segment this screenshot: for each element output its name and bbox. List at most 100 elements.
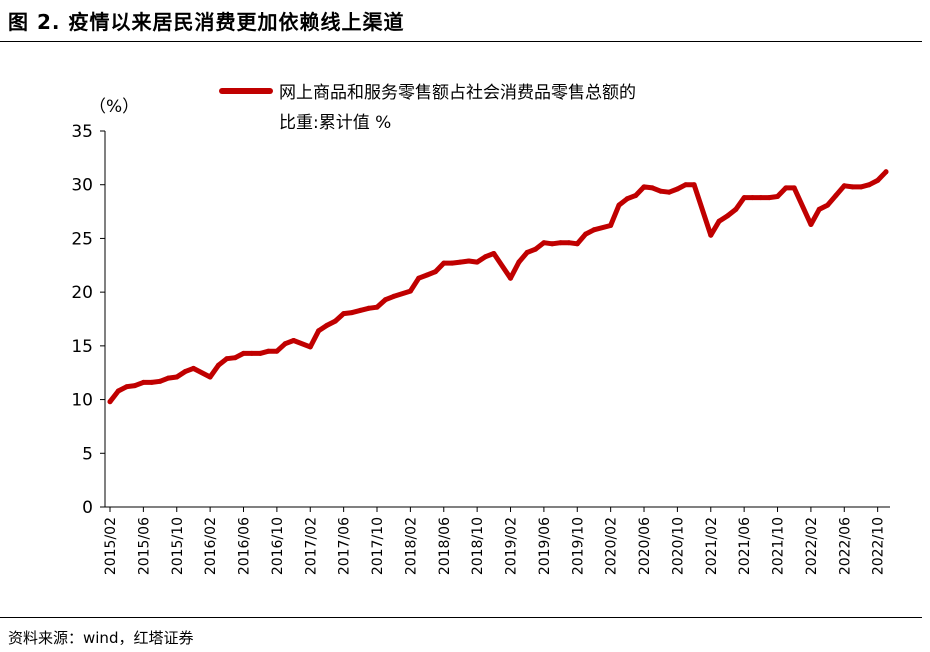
data-point bbox=[683, 182, 689, 188]
x-tick-label: 2015/02 bbox=[103, 517, 119, 575]
data-point bbox=[424, 272, 430, 278]
data-point bbox=[407, 288, 413, 294]
data-point bbox=[441, 260, 447, 266]
x-tick-label: 2017/02 bbox=[303, 517, 319, 575]
y-axis-ticks: 0 5 10 15 20 25 30 35 bbox=[71, 122, 105, 518]
data-point bbox=[541, 240, 547, 246]
x-tick-label: 2016/02 bbox=[203, 517, 219, 575]
data-point bbox=[574, 241, 580, 247]
data-point bbox=[666, 189, 672, 195]
top-rule bbox=[0, 41, 922, 42]
data-point bbox=[324, 322, 330, 328]
y-tick-label: 10 bbox=[71, 391, 93, 411]
data-point bbox=[791, 185, 797, 191]
data-point bbox=[649, 185, 655, 191]
data-point bbox=[349, 310, 355, 316]
y-tick-label: 20 bbox=[71, 283, 93, 303]
data-point bbox=[633, 193, 639, 198]
legend-label-line2: 比重:累计值 % bbox=[279, 113, 391, 133]
data-point bbox=[391, 293, 397, 299]
data-point bbox=[766, 195, 772, 201]
data-point bbox=[332, 318, 338, 324]
x-tick-label: 2022/06 bbox=[837, 517, 853, 575]
legend-label-line1: 网上商品和服务零售额占社会消费品零售总额的 bbox=[279, 83, 636, 103]
bottom-rule bbox=[0, 617, 922, 618]
x-tick-label: 2017/06 bbox=[337, 517, 353, 575]
x-tick-label: 2018/10 bbox=[470, 517, 486, 575]
x-tick-label: 2016/10 bbox=[270, 517, 286, 575]
y-tick-label: 25 bbox=[71, 229, 93, 249]
data-point bbox=[466, 258, 472, 264]
data-point bbox=[132, 383, 138, 389]
x-tick-label: 2020/10 bbox=[670, 517, 686, 575]
data-point bbox=[691, 182, 697, 188]
y-tick-label: 30 bbox=[71, 176, 93, 196]
data-point bbox=[583, 231, 589, 237]
data-point bbox=[825, 202, 831, 208]
data-point bbox=[357, 307, 363, 313]
data-point bbox=[282, 341, 288, 347]
data-point bbox=[558, 240, 564, 246]
data-point bbox=[307, 344, 313, 350]
data-point bbox=[708, 232, 714, 238]
data-point bbox=[591, 227, 597, 233]
x-tick-label: 2020/06 bbox=[637, 517, 653, 575]
data-point bbox=[833, 193, 839, 198]
data-point bbox=[232, 355, 238, 361]
data-point bbox=[291, 338, 297, 343]
data-point bbox=[641, 184, 647, 190]
data-point bbox=[157, 378, 163, 384]
data-point bbox=[483, 254, 488, 260]
x-tick-label: 2018/02 bbox=[403, 517, 419, 575]
series-line bbox=[107, 169, 889, 405]
data-point bbox=[808, 222, 814, 227]
x-tick-label: 2016/06 bbox=[237, 517, 253, 575]
data-point bbox=[207, 374, 213, 380]
data-point bbox=[216, 362, 221, 368]
data-point bbox=[624, 196, 630, 202]
data-point bbox=[716, 218, 722, 224]
data-point bbox=[341, 311, 347, 317]
data-point bbox=[674, 186, 680, 192]
x-tick-label: 2021/06 bbox=[737, 517, 753, 575]
x-tick-label: 2022/02 bbox=[804, 517, 820, 575]
data-point bbox=[115, 388, 121, 394]
data-point bbox=[841, 183, 847, 189]
data-point bbox=[883, 169, 889, 175]
data-point bbox=[274, 348, 280, 354]
series-group bbox=[107, 169, 889, 405]
data-point bbox=[658, 188, 664, 194]
legend: 网上商品和服务零售额占社会消费品零售总额的 比重:累计值 % bbox=[219, 83, 636, 133]
data-point bbox=[382, 297, 388, 303]
x-tick-label: 2015/06 bbox=[136, 517, 152, 575]
data-point bbox=[366, 305, 372, 311]
data-point bbox=[775, 194, 780, 199]
data-point bbox=[107, 399, 113, 405]
y-tick-label: 0 bbox=[82, 498, 93, 518]
data-point bbox=[458, 259, 463, 265]
data-point bbox=[249, 350, 255, 356]
data-point bbox=[566, 240, 572, 246]
x-tick-label: 2017/10 bbox=[370, 517, 386, 575]
data-point bbox=[816, 206, 822, 212]
data-point bbox=[266, 348, 271, 354]
data-point bbox=[608, 223, 614, 228]
data-point bbox=[190, 365, 196, 371]
data-point bbox=[533, 246, 538, 252]
data-point bbox=[750, 195, 755, 201]
x-tick-label: 2021/10 bbox=[771, 517, 787, 575]
data-point bbox=[491, 251, 497, 256]
data-point bbox=[733, 206, 739, 212]
x-tick-label: 2021/02 bbox=[704, 517, 720, 575]
data-point bbox=[508, 275, 513, 281]
data-point bbox=[725, 213, 730, 219]
x-tick-label: 2015/10 bbox=[170, 517, 186, 575]
x-tick-label: 2018/06 bbox=[437, 517, 453, 575]
data-point bbox=[850, 184, 856, 190]
data-point bbox=[432, 269, 438, 275]
data-point bbox=[516, 259, 522, 265]
data-point bbox=[241, 350, 246, 356]
data-point bbox=[474, 259, 480, 265]
data-point bbox=[549, 241, 555, 247]
